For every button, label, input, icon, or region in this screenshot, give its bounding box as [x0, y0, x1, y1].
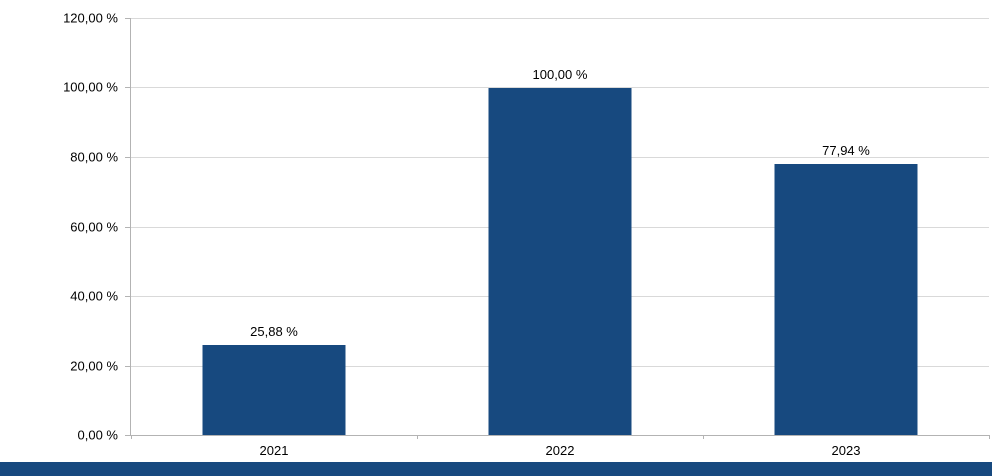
y-tick-mark — [125, 87, 131, 89]
data-label: 25,88 % — [250, 324, 298, 340]
y-axis-tick-label: 100,00 % — [63, 79, 118, 95]
x-tick-mark — [416, 435, 418, 439]
category-label: 2022 — [545, 443, 575, 458]
y-tick-mark — [125, 365, 131, 367]
bar-2022[interactable] — [488, 87, 632, 435]
bar-slot: 25,88 % 2021 — [131, 18, 417, 457]
y-axis-tick-label: 80,00 % — [70, 149, 118, 165]
y-tick-mark — [125, 435, 131, 436]
x-tick-mark — [702, 435, 704, 439]
y-axis: 120,00 % 100,00 % 80,00 % 60,00 % 40,00 % 20,… — [0, 12, 118, 442]
x-tick-mark — [131, 435, 132, 439]
y-tick-mark — [125, 18, 131, 19]
y-axis-tick-label: 20,00 % — [70, 358, 118, 373]
y-axis-tick-label: 40,00 % — [70, 288, 118, 304]
bar-2021[interactable] — [202, 345, 346, 435]
y-tick-mark — [125, 156, 131, 158]
y-tick-mark — [125, 295, 131, 297]
category-label: 2023 — [831, 443, 861, 458]
plot-area: 25,88 % 2021 100,00 % 2022 77,94 % 2023 — [125, 18, 990, 457]
data-label: 77,94 % — [822, 143, 870, 159]
gridline — [131, 18, 989, 19]
y-axis-tick-label: 60,00 % — [70, 219, 118, 234]
bar-2023[interactable] — [774, 164, 918, 435]
data-label: 100,00 % — [532, 66, 588, 82]
y-tick-mark — [125, 226, 131, 228]
y-axis-tick-label: 120,00 % — [63, 10, 118, 26]
bar-slot: 100,00 % 2022 — [417, 18, 703, 457]
bottom-blue-strip — [0, 462, 992, 476]
category-label: 2021 — [259, 443, 289, 458]
y-axis-tick-label: 0,00 % — [77, 427, 118, 443]
x-tick-mark — [989, 435, 990, 439]
bar-slot: 77,94 % 2023 — [703, 18, 989, 457]
